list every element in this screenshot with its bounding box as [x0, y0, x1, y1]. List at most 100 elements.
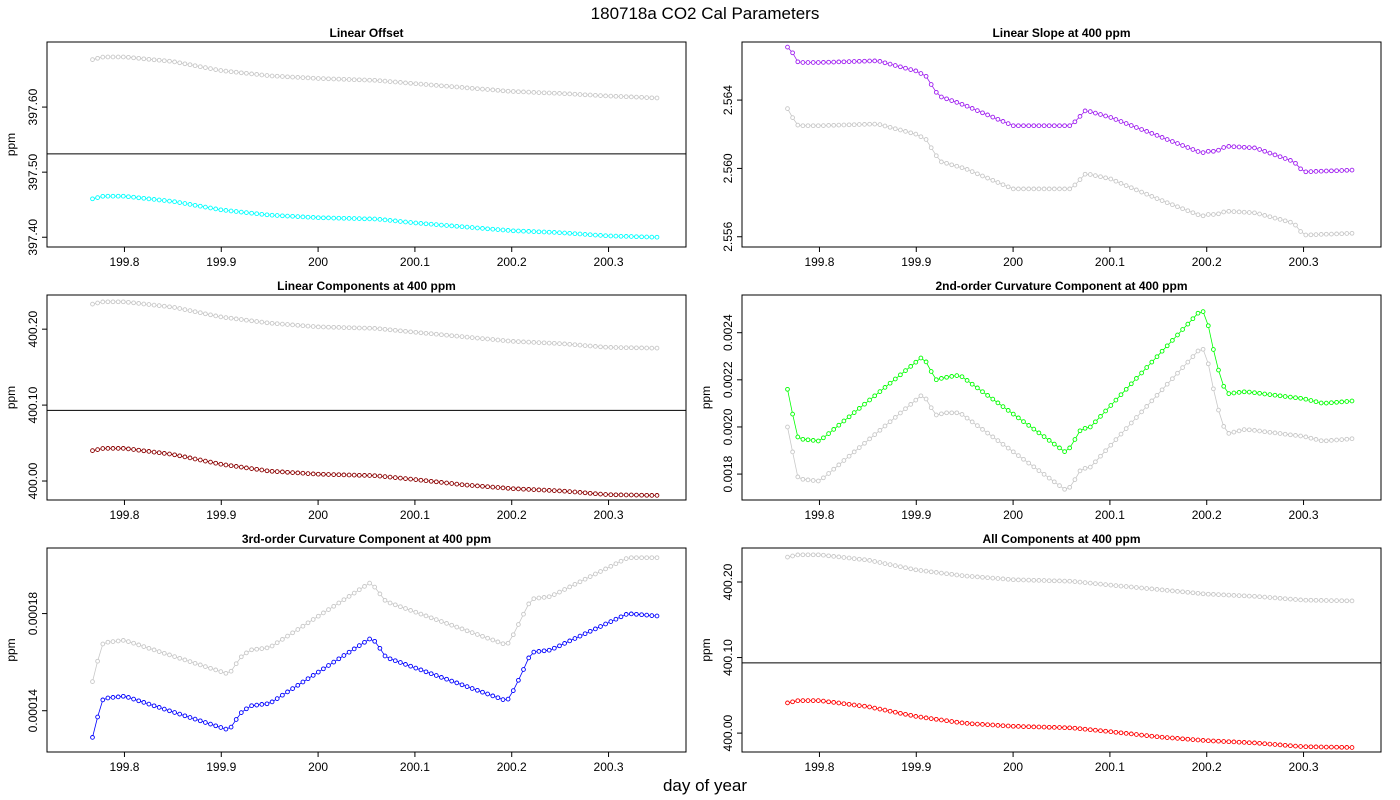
data-point	[100, 446, 106, 451]
data-point	[131, 194, 136, 200]
data-point	[1236, 428, 1242, 434]
data-point	[1154, 587, 1160, 592]
data-point	[856, 122, 862, 127]
data-point	[1108, 115, 1114, 120]
data-point	[1339, 231, 1345, 237]
data-point	[1031, 464, 1037, 470]
data-point	[1344, 598, 1350, 604]
data-point	[480, 689, 485, 695]
data-point	[1323, 438, 1329, 444]
data-point	[567, 91, 573, 97]
data-point	[197, 662, 203, 668]
data-point	[887, 61, 893, 67]
data-point	[223, 726, 229, 732]
data-point	[326, 215, 331, 221]
data-point	[593, 232, 598, 238]
data-point	[541, 487, 547, 493]
x-tick-label: 199.8	[804, 255, 834, 269]
data-point	[264, 645, 270, 651]
data-point	[1036, 186, 1042, 192]
data-point	[1262, 148, 1268, 154]
data-point	[105, 299, 111, 305]
data-point	[1134, 125, 1139, 130]
data-point	[1005, 408, 1011, 413]
data-point	[1082, 465, 1088, 471]
data-point	[1051, 578, 1057, 584]
data-point	[341, 76, 347, 82]
data-point	[582, 576, 588, 582]
data-point	[603, 233, 608, 239]
data-point	[1313, 232, 1319, 237]
data-point	[623, 492, 629, 498]
data-point	[1221, 383, 1227, 389]
data-point	[423, 82, 429, 87]
data-point	[985, 393, 990, 398]
data-point	[1134, 732, 1139, 737]
data-point	[1267, 150, 1273, 156]
data-point	[1041, 186, 1047, 192]
data-point	[1077, 428, 1083, 434]
data-point	[1282, 156, 1288, 161]
data-point	[444, 480, 449, 486]
data-point	[790, 411, 795, 417]
data-point	[392, 218, 398, 224]
data-point	[244, 317, 249, 323]
y-axis-label: ppm	[699, 386, 713, 409]
data-point	[862, 557, 867, 563]
data-point	[551, 90, 557, 96]
y-axis-label: ppm	[4, 386, 18, 409]
data-point	[795, 698, 801, 704]
data-point	[336, 215, 342, 221]
data-point	[398, 604, 403, 610]
data-point	[418, 667, 424, 673]
data-point	[1272, 215, 1278, 221]
data-point	[428, 331, 434, 337]
data-point	[867, 397, 872, 403]
data-point	[1190, 590, 1196, 596]
data-point	[367, 325, 372, 331]
data-point	[254, 702, 260, 708]
data-point	[1211, 592, 1216, 597]
data-point	[1021, 186, 1026, 192]
data-point	[274, 640, 280, 646]
data-point	[882, 423, 888, 429]
data-point	[841, 122, 847, 128]
data-point	[587, 232, 593, 238]
x-tick-label: 199.9	[901, 760, 931, 774]
data-point	[867, 436, 872, 442]
data-point	[990, 114, 996, 120]
data-point	[1288, 219, 1293, 225]
x-tick-label: 200.3	[594, 508, 624, 522]
reference-series-1	[90, 54, 660, 101]
data-point	[387, 79, 393, 84]
data-point	[1128, 420, 1134, 426]
data-point	[146, 56, 152, 62]
data-point	[100, 697, 106, 703]
x-tick-label: 199.8	[109, 760, 139, 774]
data-point	[964, 721, 970, 726]
data-point	[851, 556, 857, 561]
data-point	[1046, 438, 1052, 443]
data-point	[551, 645, 557, 651]
data-point	[1252, 740, 1257, 746]
data-point	[1231, 209, 1237, 214]
data-point	[151, 703, 157, 709]
data-point	[1318, 232, 1324, 237]
data-point	[238, 710, 244, 715]
data-point	[867, 558, 872, 563]
data-point	[1303, 232, 1309, 238]
x-tick-label: 200.2	[1192, 508, 1222, 522]
data-point	[444, 676, 449, 682]
data-point	[1010, 123, 1016, 129]
data-point	[898, 127, 903, 133]
data-point	[546, 594, 552, 600]
data-point	[1000, 723, 1006, 729]
data-point	[1067, 445, 1073, 451]
data-point	[197, 718, 203, 724]
data-point	[433, 617, 439, 622]
data-point	[413, 609, 419, 615]
data-point	[939, 570, 944, 576]
data-point	[95, 447, 100, 452]
data-point	[238, 317, 244, 322]
data-point	[949, 571, 955, 577]
